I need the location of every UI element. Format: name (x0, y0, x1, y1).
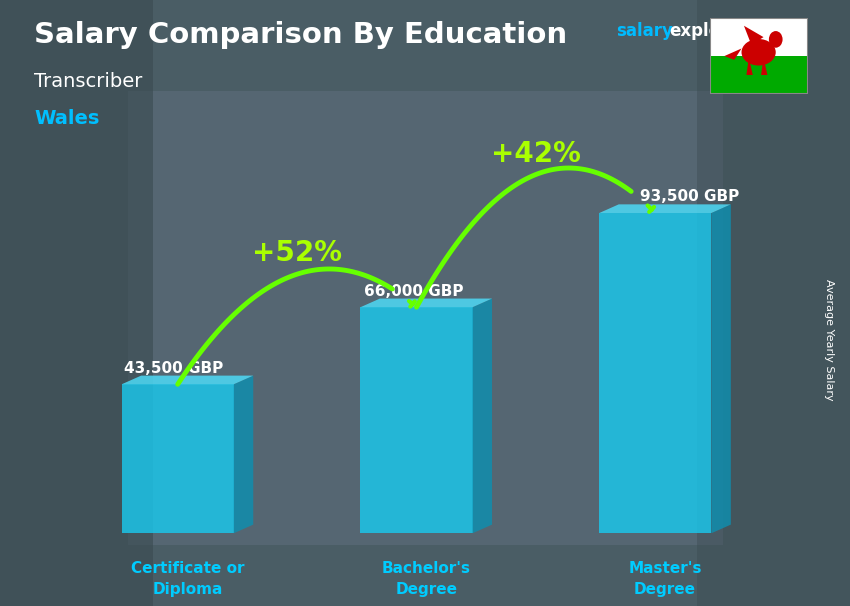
Polygon shape (744, 26, 763, 45)
Ellipse shape (769, 31, 783, 48)
Text: +42%: +42% (491, 139, 581, 168)
Bar (697, 0, 850, 606)
Text: Master's
Degree: Master's Degree (628, 561, 702, 597)
Polygon shape (360, 299, 492, 307)
Text: 66,000 GBP: 66,000 GBP (365, 284, 464, 299)
Text: Bachelor's
Degree: Bachelor's Degree (382, 561, 471, 597)
Text: Salary Comparison By Education: Salary Comparison By Education (34, 21, 567, 49)
Polygon shape (599, 204, 731, 213)
Polygon shape (599, 213, 711, 533)
Ellipse shape (741, 39, 776, 65)
Bar (0, 0, 153, 606)
Polygon shape (360, 307, 473, 533)
Polygon shape (746, 58, 753, 75)
Text: salary: salary (616, 22, 673, 41)
Text: 43,500 GBP: 43,500 GBP (124, 361, 224, 376)
Text: explorer: explorer (669, 22, 748, 41)
Polygon shape (761, 58, 768, 75)
Text: Wales: Wales (34, 109, 99, 128)
Polygon shape (711, 204, 731, 533)
Polygon shape (473, 299, 492, 533)
Text: .com: .com (733, 22, 778, 41)
Polygon shape (234, 376, 253, 533)
Text: Average Yearly Salary: Average Yearly Salary (824, 279, 834, 400)
Polygon shape (122, 384, 234, 533)
Polygon shape (724, 48, 741, 60)
Bar (710, 18, 808, 56)
Text: Transcriber: Transcriber (34, 72, 142, 90)
Text: Certificate or
Diploma: Certificate or Diploma (131, 561, 244, 597)
Bar (128, 91, 722, 545)
Bar (710, 56, 808, 94)
Text: +52%: +52% (252, 239, 342, 267)
Polygon shape (122, 376, 253, 384)
Text: 93,500 GBP: 93,500 GBP (640, 190, 739, 204)
